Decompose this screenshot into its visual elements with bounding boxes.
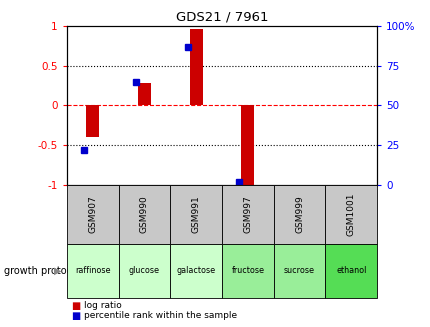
Title: GDS21 / 7961: GDS21 / 7961 [175,10,267,24]
Text: sucrose: sucrose [283,266,314,275]
Text: percentile rank within the sample: percentile rank within the sample [84,311,236,320]
Text: GSM907: GSM907 [88,195,97,233]
Bar [189,28,202,105]
Text: growth protocol: growth protocol [4,266,81,276]
Text: GSM990: GSM990 [140,195,148,233]
Text: ■: ■ [71,311,80,320]
Text: ■: ■ [71,301,80,311]
Text: galactose: galactose [176,266,215,275]
Text: raffinose: raffinose [75,266,110,275]
Text: log ratio: log ratio [84,301,122,310]
Text: GSM1001: GSM1001 [346,192,355,236]
Text: GSM999: GSM999 [295,195,303,233]
Text: glucose: glucose [129,266,160,275]
Bar [86,105,99,137]
Text: GSM991: GSM991 [191,195,200,233]
Text: fructose: fructose [231,266,264,275]
Bar [138,83,150,105]
Bar [241,105,254,186]
Text: ▶: ▶ [54,266,62,276]
Text: GSM997: GSM997 [243,195,252,233]
Text: ethanol: ethanol [335,266,366,275]
